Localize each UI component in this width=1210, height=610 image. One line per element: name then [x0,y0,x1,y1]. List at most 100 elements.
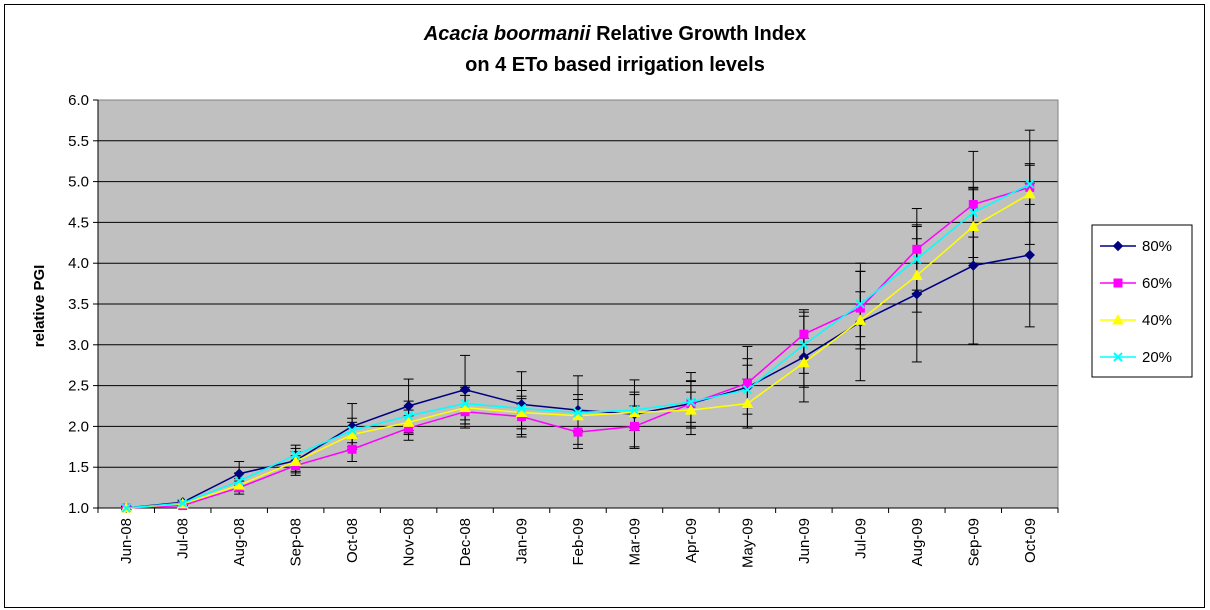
data-point [799,329,809,339]
data-point [516,403,527,414]
data-point-stroke [799,340,809,350]
y-tick-label: 2.0 [68,418,89,435]
y-tick-label: 3.0 [68,337,89,354]
data-point-stroke [912,254,922,264]
legend-label: 60% [1142,275,1172,292]
legend-marker [1112,240,1124,252]
data-point [177,498,188,508]
data-point [854,314,867,325]
data-point-stroke [968,207,979,218]
data-point [629,405,640,415]
data-point [742,384,753,395]
data-point [402,416,415,427]
data-point [685,404,697,415]
chart-title-rest: Relative Growth Index [591,23,807,45]
x-tick-label: Oct-09 [1022,518,1039,563]
data-point-stroke [742,384,753,395]
data-point-stroke [347,425,357,436]
y-tick-label: 6.0 [68,92,89,109]
x-tick-label: Jan-09 [514,518,531,564]
legend-marker-stroke [1113,352,1123,362]
data-point-stroke [234,476,244,486]
data-point [910,269,923,280]
data-point [629,421,639,431]
chart-subtitle: on 4 ETo based irrigation levels [465,54,765,76]
data-point [968,207,979,218]
data-point-stroke [855,299,866,309]
legend-marker [1113,278,1123,288]
x-tick-label: Mar-09 [626,518,643,566]
x-tick-label: Aug-09 [909,518,926,566]
data-point-stroke [629,405,640,415]
data-point [912,244,922,254]
x-tick-label: Jul-08 [175,518,192,559]
data-point [403,411,414,421]
x-tick-label: Jun-09 [796,518,813,564]
y-tick-label: 1.0 [68,500,89,517]
data-point [121,503,131,513]
data-point [967,220,980,231]
y-tick-label: 5.5 [68,133,89,150]
legend-label: 20% [1142,349,1172,366]
data-point [1025,179,1035,189]
data-point [290,450,301,460]
x-tick-label: May-09 [739,518,756,568]
x-tick-label: Sep-09 [965,518,982,566]
data-point [1024,249,1035,261]
data-point [741,397,754,409]
data-point [573,407,583,418]
legend-label: 80% [1142,238,1172,255]
data-point [403,400,414,412]
data-point [799,340,809,350]
legend-marker [1112,313,1124,325]
y-tick-label: 4.5 [68,214,89,231]
y-tick-label: 5.0 [68,174,89,191]
data-point [968,199,978,209]
data-point-stroke [516,403,527,414]
data-point [459,384,471,395]
data-point-stroke [290,450,301,460]
y-tick-label: 4.0 [68,255,89,272]
x-tick-label: Jun-08 [118,518,135,564]
data-point [855,299,866,309]
x-tick-label: Dec-08 [457,518,474,566]
data-point-stroke [686,397,696,407]
data-point-stroke [177,498,188,508]
legend-box [1091,224,1193,378]
data-point-stroke [403,411,414,421]
data-point [911,289,923,300]
x-tick-label: Nov-08 [401,518,418,566]
data-point [912,254,922,264]
x-tick-label: Apr-09 [683,518,700,563]
data-point-stroke [573,407,583,418]
data-point [968,260,979,271]
data-point [347,425,357,436]
legend-marker [1113,352,1123,362]
chart-title-italic: Acacia boormanii [423,23,591,45]
x-tick-label: Jul-09 [852,518,869,559]
chart-title: Acacia boormanii Relative Growth Index [423,23,806,45]
data-point [798,356,810,368]
data-point [233,468,245,479]
data-point [686,397,696,407]
data-point-stroke [460,398,470,409]
plot-area: 1.0 1.5 2.0 2.5 3.0 3.5 4.0 4.5 5.0 5.5 6.0 Jun-08 J… [68,92,1059,568]
legend: 80% 60% 40% 20% [1091,224,1193,378]
y-tick-label: 1.5 [68,459,89,476]
y-tick-label: 3.5 [68,296,89,313]
x-tick-label: Aug-08 [231,518,248,566]
y-axis-label: relative PGI [31,265,48,348]
data-point [289,455,302,466]
data-point [234,476,244,486]
y-tick-label: 2.5 [68,378,89,395]
x-tick-label: Oct-08 [344,518,361,563]
data-point [460,398,470,409]
x-tick-label: Sep-08 [288,518,305,566]
data-point [742,378,752,388]
data-point-stroke [1025,179,1035,189]
x-tick-label: Feb-09 [570,518,587,566]
data-point [573,427,583,437]
legend-label: 40% [1142,312,1172,329]
data-point [1023,187,1036,199]
